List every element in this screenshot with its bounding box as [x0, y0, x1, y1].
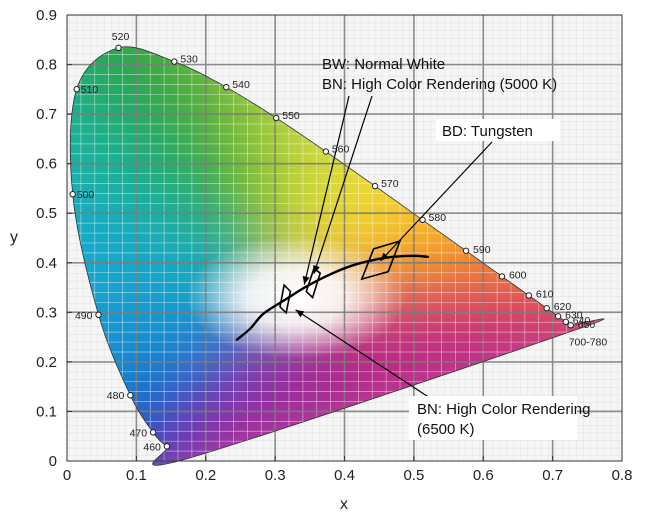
leader-line — [313, 95, 373, 274]
y-tick-label: 0 — [49, 453, 57, 470]
annotation-bd-tungsten: BD: Tungsten — [442, 123, 533, 140]
axis-ticks: 0 0.1 0.2 0.3 0.4 0.5 0.6 0.7 0.8 0 0.1 0.2 0.3 0.4 0.… — [36, 7, 632, 484]
annotation-bd-box — [436, 119, 560, 141]
leader-arrowhead — [302, 275, 310, 285]
wavelength-marker — [273, 114, 280, 122]
wavelength-marker — [73, 86, 80, 93]
y-tick-label: 0.3 — [36, 304, 57, 321]
wavelength-marker — [127, 392, 134, 399]
wavelength-marker — [525, 292, 533, 299]
wavelength-label: 470 — [130, 427, 148, 439]
x-tick-label: 0.1 — [126, 467, 147, 484]
white-point-glow — [185, 235, 406, 360]
wavelength-label: 460 — [143, 441, 161, 453]
wavelength-marker — [567, 322, 574, 329]
wavelength-marker — [562, 318, 570, 325]
region-outline — [360, 239, 402, 281]
leader-arrowhead — [380, 252, 389, 261]
wavelength-marker — [322, 148, 330, 155]
x-tick-label: 0.3 — [265, 467, 286, 484]
wavelength-marker — [371, 182, 379, 190]
x-tick-label: 0.8 — [612, 467, 633, 484]
x-tick-label: 0.7 — [542, 467, 563, 484]
wavelength-label: 490 — [75, 310, 93, 322]
wavelength-marker — [543, 305, 550, 312]
x-tick-label: 0.4 — [334, 467, 355, 484]
wavelength-marker — [69, 190, 76, 198]
leader-line — [303, 95, 350, 285]
region-outline — [305, 266, 322, 299]
y-tick-label: 0.1 — [36, 403, 57, 420]
annotation-bw: BW: Normal White — [322, 56, 445, 73]
annotation-bw-normal-white: BW: Normal White — [322, 56, 445, 73]
wavelength-label: 610 — [536, 288, 554, 300]
x-tick-label: 0.6 — [473, 467, 494, 484]
wavelength-marker — [115, 44, 122, 52]
wavelength-marker — [462, 247, 470, 254]
y-tick-label: 0.7 — [36, 106, 57, 123]
chromaticity-regions — [279, 239, 402, 315]
wavelength-label: 630 — [565, 309, 583, 321]
y-tick-label: 0.8 — [36, 57, 57, 74]
x-axis-title: x — [340, 496, 348, 513]
y-tick-label: 0.4 — [36, 255, 57, 272]
wavelength-label: 530 — [180, 54, 198, 66]
y-tick-label: 0.9 — [36, 7, 57, 24]
wavelength-label: 500 — [77, 189, 95, 201]
leader-line — [295, 309, 431, 399]
wavelength-label: 480 — [107, 390, 125, 402]
wavelength-label: 700-780 — [569, 337, 608, 349]
wavelength-marker — [419, 216, 426, 224]
wavelength-marker — [171, 58, 178, 65]
annotation-bn-5000: BN: High Color Rendering (5000 K) — [322, 76, 557, 93]
annotation-bd: BD: Tungsten — [436, 119, 560, 141]
wavelength-marker — [554, 313, 562, 320]
wavelength-label: 550 — [282, 110, 300, 122]
x-tick-label: 0.2 — [195, 467, 216, 484]
planckian-locus — [235, 254, 429, 341]
wavelength-marker — [223, 84, 230, 91]
wavelength-label: 570 — [381, 178, 399, 190]
wavelength-label: 540 — [232, 79, 250, 91]
y-axis-title: y — [10, 229, 18, 246]
y-tick-label: 0.5 — [36, 205, 57, 222]
leader-arrowhead — [313, 264, 320, 274]
x-tick-label: 0.5 — [403, 467, 424, 484]
wavelength-label: 580 — [429, 212, 447, 224]
wavelength-marker — [163, 443, 171, 450]
annotation-bn-6500-box — [409, 396, 577, 440]
annotation-bn-6500k-line1: BN: High Color Rendering — [417, 401, 590, 418]
wavelength-label: 640 — [573, 315, 591, 327]
annotation-leaders — [295, 95, 493, 399]
annotation-bn-6500k-line2: (6500 K) — [417, 421, 475, 438]
annotation-bn-5000k: BN: High Color Rendering (5000 K) — [322, 76, 557, 93]
region-outline — [279, 283, 292, 315]
wavelength-marker — [95, 311, 102, 319]
wavelength-label: 560 — [332, 144, 350, 156]
wavelength-marker — [498, 273, 506, 280]
wavelength-label: 520 — [112, 31, 130, 43]
y-tick-label: 0.2 — [36, 354, 57, 371]
x-tick-label: 0 — [63, 467, 71, 484]
annotation-bn-6500: BN: High Color Rendering (6500 K) — [409, 396, 590, 440]
leader-arrowhead — [295, 309, 305, 318]
wavelength-marker — [149, 429, 157, 436]
wavelength-label: 590 — [473, 244, 491, 256]
wavelength-label: 620 — [554, 301, 572, 313]
leader-line — [380, 141, 493, 262]
y-tick-label: 0.6 — [36, 156, 57, 173]
wavelength-label: 650 — [578, 319, 596, 331]
spectral-locus-markers: 460 470 480 490 500 510 520 530 540 550 560 570 580 5… — [69, 31, 608, 453]
wavelength-label: 600 — [509, 269, 527, 281]
wavelength-label: 510 — [81, 84, 99, 96]
